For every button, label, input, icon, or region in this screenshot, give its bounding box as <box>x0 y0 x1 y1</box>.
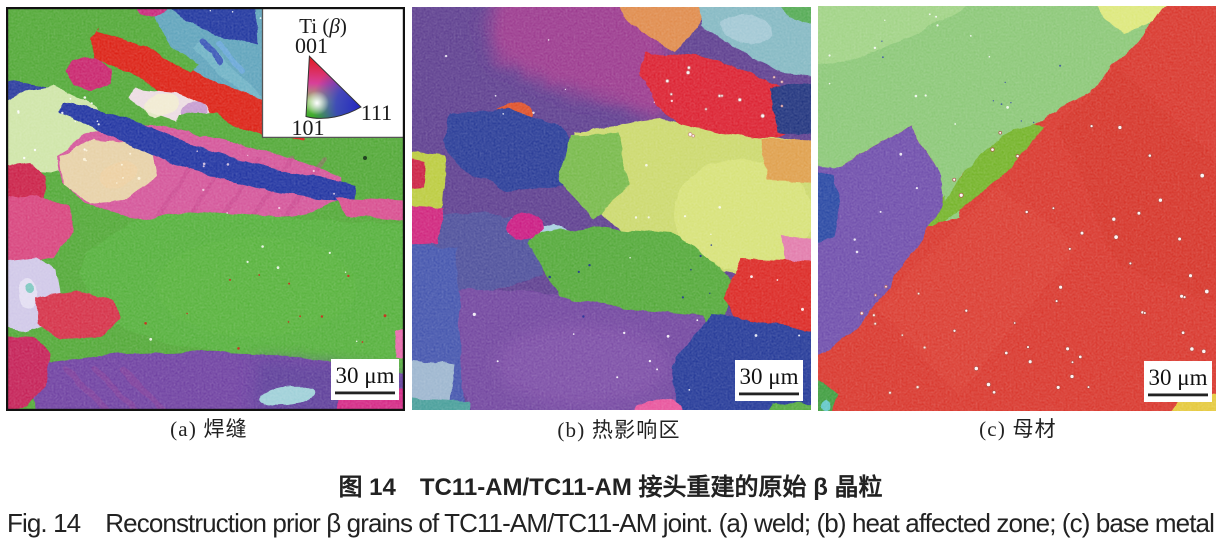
svg-text:30 μm: 30 μm <box>740 364 799 389</box>
svg-text:111: 111 <box>361 100 392 125</box>
svg-text:101: 101 <box>292 115 325 140</box>
svg-text:001: 001 <box>295 33 328 58</box>
svg-text:30 μm: 30 μm <box>1149 365 1208 390</box>
svg-text:Ti (β): Ti (β) <box>299 14 347 38</box>
svg-text:30 μm: 30 μm <box>336 363 395 388</box>
